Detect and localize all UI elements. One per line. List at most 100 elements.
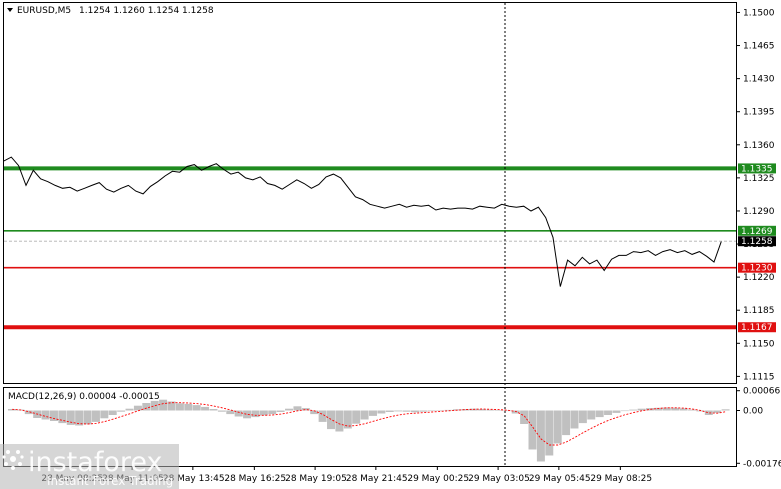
macd-bar [402, 410, 411, 412]
macd-bar [511, 410, 520, 414]
macd-bar [570, 410, 579, 429]
macd-bar [620, 410, 629, 412]
y-tick-label: 1.1360 [743, 141, 775, 151]
macd-bar [385, 410, 394, 412]
macd-bar [461, 409, 470, 411]
macd-bar [58, 410, 67, 424]
watermark-brand: instaforex [28, 447, 162, 478]
macd-bar [688, 409, 696, 411]
macd-bar [478, 409, 487, 411]
y-tick-label: 1.1395 [743, 108, 775, 118]
macd-bar [167, 401, 176, 411]
watermark: instaforex Instant Forex Trading [0, 444, 179, 489]
macd-bar [343, 410, 352, 429]
x-tick-label: 28 May 21:45 [346, 474, 408, 484]
y-tick-label: 1.1220 [743, 273, 775, 283]
x-tick-label: 29 May 08:25 [590, 474, 652, 484]
macd-bar [528, 410, 537, 450]
macd-bar [410, 410, 419, 413]
macd-bar [226, 410, 235, 415]
y-tick-label: 1.1430 [743, 75, 775, 85]
macd-bar [671, 407, 680, 411]
macd-bar [696, 410, 705, 412]
macd-bar [578, 410, 587, 424]
instaforex-logo-icon [2, 450, 24, 470]
macd-bar [133, 405, 142, 411]
macd-bar [159, 399, 168, 411]
y-tick-label: 1.1185 [743, 306, 775, 316]
macd-bar [318, 410, 327, 422]
macd-bar [142, 403, 151, 411]
macd-bar [184, 403, 193, 411]
level-tag-label: 1.1335 [741, 164, 773, 174]
x-tick-label: 28 May 19:05 [285, 474, 347, 484]
macd-bar [66, 410, 75, 425]
macd-bar [662, 407, 671, 411]
macd-bar [604, 410, 613, 415]
dropdown-triangle-icon[interactable] [7, 8, 13, 12]
level-tag [738, 225, 776, 236]
macd-bar [520, 410, 529, 424]
macd-bar [545, 410, 554, 456]
macd-bar [150, 400, 159, 411]
macd-bar [234, 410, 243, 417]
macd-bar [612, 410, 621, 413]
current-price-label: 1.1258 [741, 237, 773, 247]
macd-bar [553, 410, 562, 444]
macd-bar [310, 410, 319, 415]
level-tag [738, 262, 776, 273]
x-tick-label: 29 May 03:05 [468, 474, 530, 484]
current-price-tag [738, 236, 776, 247]
macd-bar [427, 410, 436, 412]
macd-bar [444, 409, 453, 411]
macd-bar [301, 408, 310, 411]
price-levels [4, 166, 736, 330]
macd-bar [629, 409, 638, 411]
x-tick-label: 29 May 05:45 [529, 474, 591, 484]
macd-bar [721, 409, 730, 411]
macd-bar [268, 410, 277, 415]
macd-bar [419, 410, 428, 412]
macd-bar [637, 408, 646, 411]
macd-bar [377, 410, 386, 414]
macd-bar [75, 410, 84, 426]
price-series [3, 156, 736, 287]
level-tag [738, 322, 776, 333]
y-tick-label: 1.1290 [743, 207, 775, 217]
macd-bar [587, 410, 596, 420]
macd-bar [654, 407, 663, 411]
macd-bar [49, 410, 58, 421]
x-tick-label: 29 May 00:25 [407, 474, 469, 484]
y-tick-label: 1.1465 [743, 42, 775, 52]
macd-axis: 0.00066 0.00 -0.00176 [736, 387, 781, 469]
level-tag-label: 1.1167 [741, 323, 773, 333]
price-line [3, 156, 722, 287]
macd-bar [276, 410, 285, 412]
x-tick-label: 28 May 13:45 [163, 474, 225, 484]
macd-bar [259, 410, 268, 416]
ohlc-readout: 1.1254 1.1260 1.1254 1.1258 [79, 6, 214, 16]
macd-bar [335, 410, 344, 432]
macd-bar [201, 406, 210, 411]
y-tick-label: 1.1325 [743, 174, 775, 184]
level-tags: 1.1335 1.1269 1.1230 1.1167 1.1258 [738, 163, 776, 333]
x-tick-label: 28 May 16:25 [224, 474, 286, 484]
macd-bar [369, 410, 377, 416]
macd-bar [100, 410, 109, 419]
main-panel-frame [3, 2, 737, 384]
macd-bar [494, 410, 503, 411]
y-tick-label: 1.1150 [743, 339, 775, 349]
macd-bar [117, 410, 126, 412]
macd-bar [108, 410, 117, 415]
macd-bar [595, 410, 604, 418]
macd-bar [436, 410, 445, 411]
macd-bar [192, 405, 201, 411]
macd-bar [8, 409, 16, 411]
macd-indicator [8, 399, 730, 462]
macd-bar [41, 410, 50, 420]
symbol-title: EURUSD,M5 [17, 6, 71, 16]
macd-tick-label: 0.00066 [743, 387, 780, 397]
macd-bar [24, 410, 33, 415]
macd-bar [679, 408, 688, 411]
